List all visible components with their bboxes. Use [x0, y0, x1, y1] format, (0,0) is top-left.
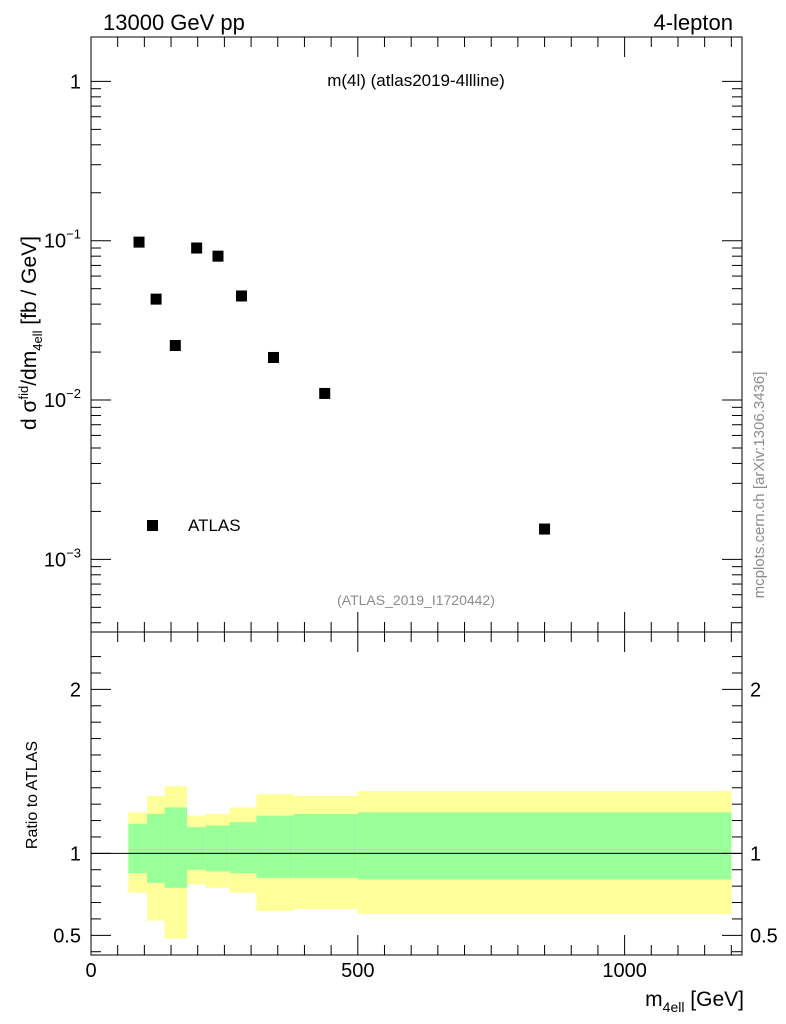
ratio-plot-panel: 0.5 0.5 1 1 2 2 0 500 1000 Ratio to ATLAS m4ell… [24, 631, 778, 1015]
side-credit-label: mcplots.cern.ch [arXiv:1306.3436] [751, 372, 768, 599]
data-point [133, 236, 145, 248]
main-y-tick-label: 10−2 [44, 386, 81, 412]
svg-text:mcplots.cern.ch [arXiv:1306.34: mcplots.cern.ch [arXiv:1306.3436] [751, 372, 768, 599]
data-point [235, 290, 247, 302]
inner-uncertainty-band [205, 825, 230, 872]
ratio-x-axis-label: m4ell [GeV] [645, 988, 744, 1015]
main-y-axis-label: d σfid/dm4ell [fb / GeV] [16, 236, 45, 430]
ratio-x-axis-ticks [90, 632, 732, 955]
main-y-tick-label: 1 [70, 71, 81, 93]
main-y-axis-ticks [91, 80, 742, 624]
data-point [191, 242, 203, 254]
ratio-y-tick-labels: 0.5 0.5 1 1 2 2 [53, 679, 778, 947]
ratio-x-tick-label: 1000 [602, 960, 647, 982]
inner-uncertainty-band [293, 813, 358, 878]
ratio-y-tick-label-right: 2 [750, 679, 761, 701]
main-y-tick-labels: 1 10−1 10−2 10−3 [44, 71, 81, 571]
ratio-y-axis-ticks [91, 656, 742, 953]
ratio-x-tick-labels: 0 500 1000 [85, 960, 646, 982]
data-point [169, 339, 181, 351]
main-y-tick-label: 10−3 [44, 545, 81, 571]
legend-label: ATLAS [188, 516, 241, 535]
data-point [267, 351, 279, 363]
inner-uncertainty-band [229, 822, 257, 874]
main-plot-frame [90, 36, 743, 633]
legend-marker [147, 520, 158, 531]
svg-text:d σfid/dm4ell [fb / GeV]: d σfid/dm4ell [fb / GeV] [16, 236, 45, 430]
svg-text:Ratio to ATLAS: Ratio to ATLAS [24, 741, 41, 849]
inner-uncertainty-band [128, 823, 148, 874]
inner-uncertainty-band [357, 812, 732, 880]
ratio-y-axis-label: Ratio to ATLAS [24, 741, 41, 849]
inner-uncertainty-band [147, 813, 165, 883]
inner-uncertainty-band [256, 815, 294, 878]
ratio-uncertainty-bands [128, 786, 732, 939]
ratio-y-tick-label-left: 1 [70, 843, 81, 865]
main-plot-panel: 110−110−210−3 m(4l) (atlas2019-4llline) … [16, 36, 743, 633]
header-right-label: 4-lepton [653, 10, 733, 35]
header-left-label: 13000 GeV pp [103, 10, 245, 35]
inner-uncertainty-band [164, 807, 188, 888]
plot-title: m(4l) (atlas2019-4llline) [327, 71, 505, 90]
ratio-y-tick-label-left: 2 [70, 679, 81, 701]
atlas-data-points [133, 236, 551, 535]
ratio-y-tick-label-right: 1 [750, 843, 761, 865]
inner-uncertainty-band [187, 827, 206, 870]
main-y-tick-label: 10−1 [44, 227, 81, 253]
ratio-y-tick-label-left: 0.5 [53, 925, 81, 947]
ratio-y-tick-label-right: 0.5 [750, 925, 778, 947]
data-point [539, 523, 551, 535]
ratio-x-tick-label: 500 [341, 960, 374, 982]
data-point [319, 387, 331, 399]
data-point [212, 250, 224, 262]
ratio-x-tick-label: 0 [85, 960, 96, 982]
data-point [150, 293, 162, 305]
plot-annotation: (ATLAS_2019_I1720442) [337, 592, 495, 608]
main-x-axis-ticks [90, 37, 732, 632]
ratio-plot-frame [90, 631, 743, 956]
